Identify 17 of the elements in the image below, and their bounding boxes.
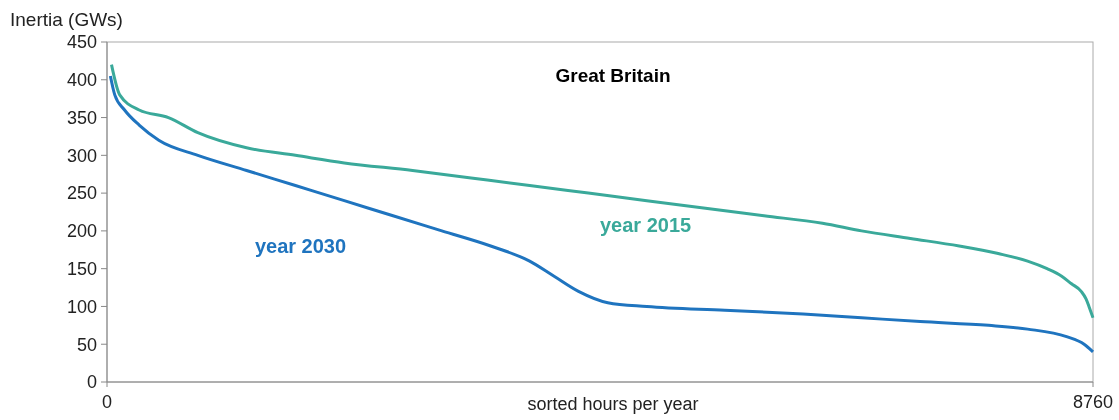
series-label: year 2030	[254, 234, 347, 257]
x-axis-title: sorted hours per year	[527, 394, 699, 414]
y-tick-label: 0	[86, 372, 97, 393]
text: Great Britain	[555, 65, 671, 86]
y-axis-title: Inertia (GWs)	[10, 9, 123, 30]
x-tick-label: 8760	[1072, 392, 1114, 412]
y-tick-label: 100	[66, 296, 97, 317]
series-label: year 2015	[600, 214, 692, 237]
y-tick-label: 50	[76, 334, 97, 355]
line-series	[110, 63, 1095, 320]
y-tick-label: 400	[66, 70, 97, 91]
y-tick-label: 350	[66, 107, 97, 128]
y-tick-label: 200	[66, 221, 97, 242]
y-tick-label: 250	[66, 183, 97, 204]
y-tick-label: 450	[66, 32, 97, 53]
y-tick-label: 300	[66, 145, 97, 166]
y-tick-label: 150	[66, 258, 97, 279]
